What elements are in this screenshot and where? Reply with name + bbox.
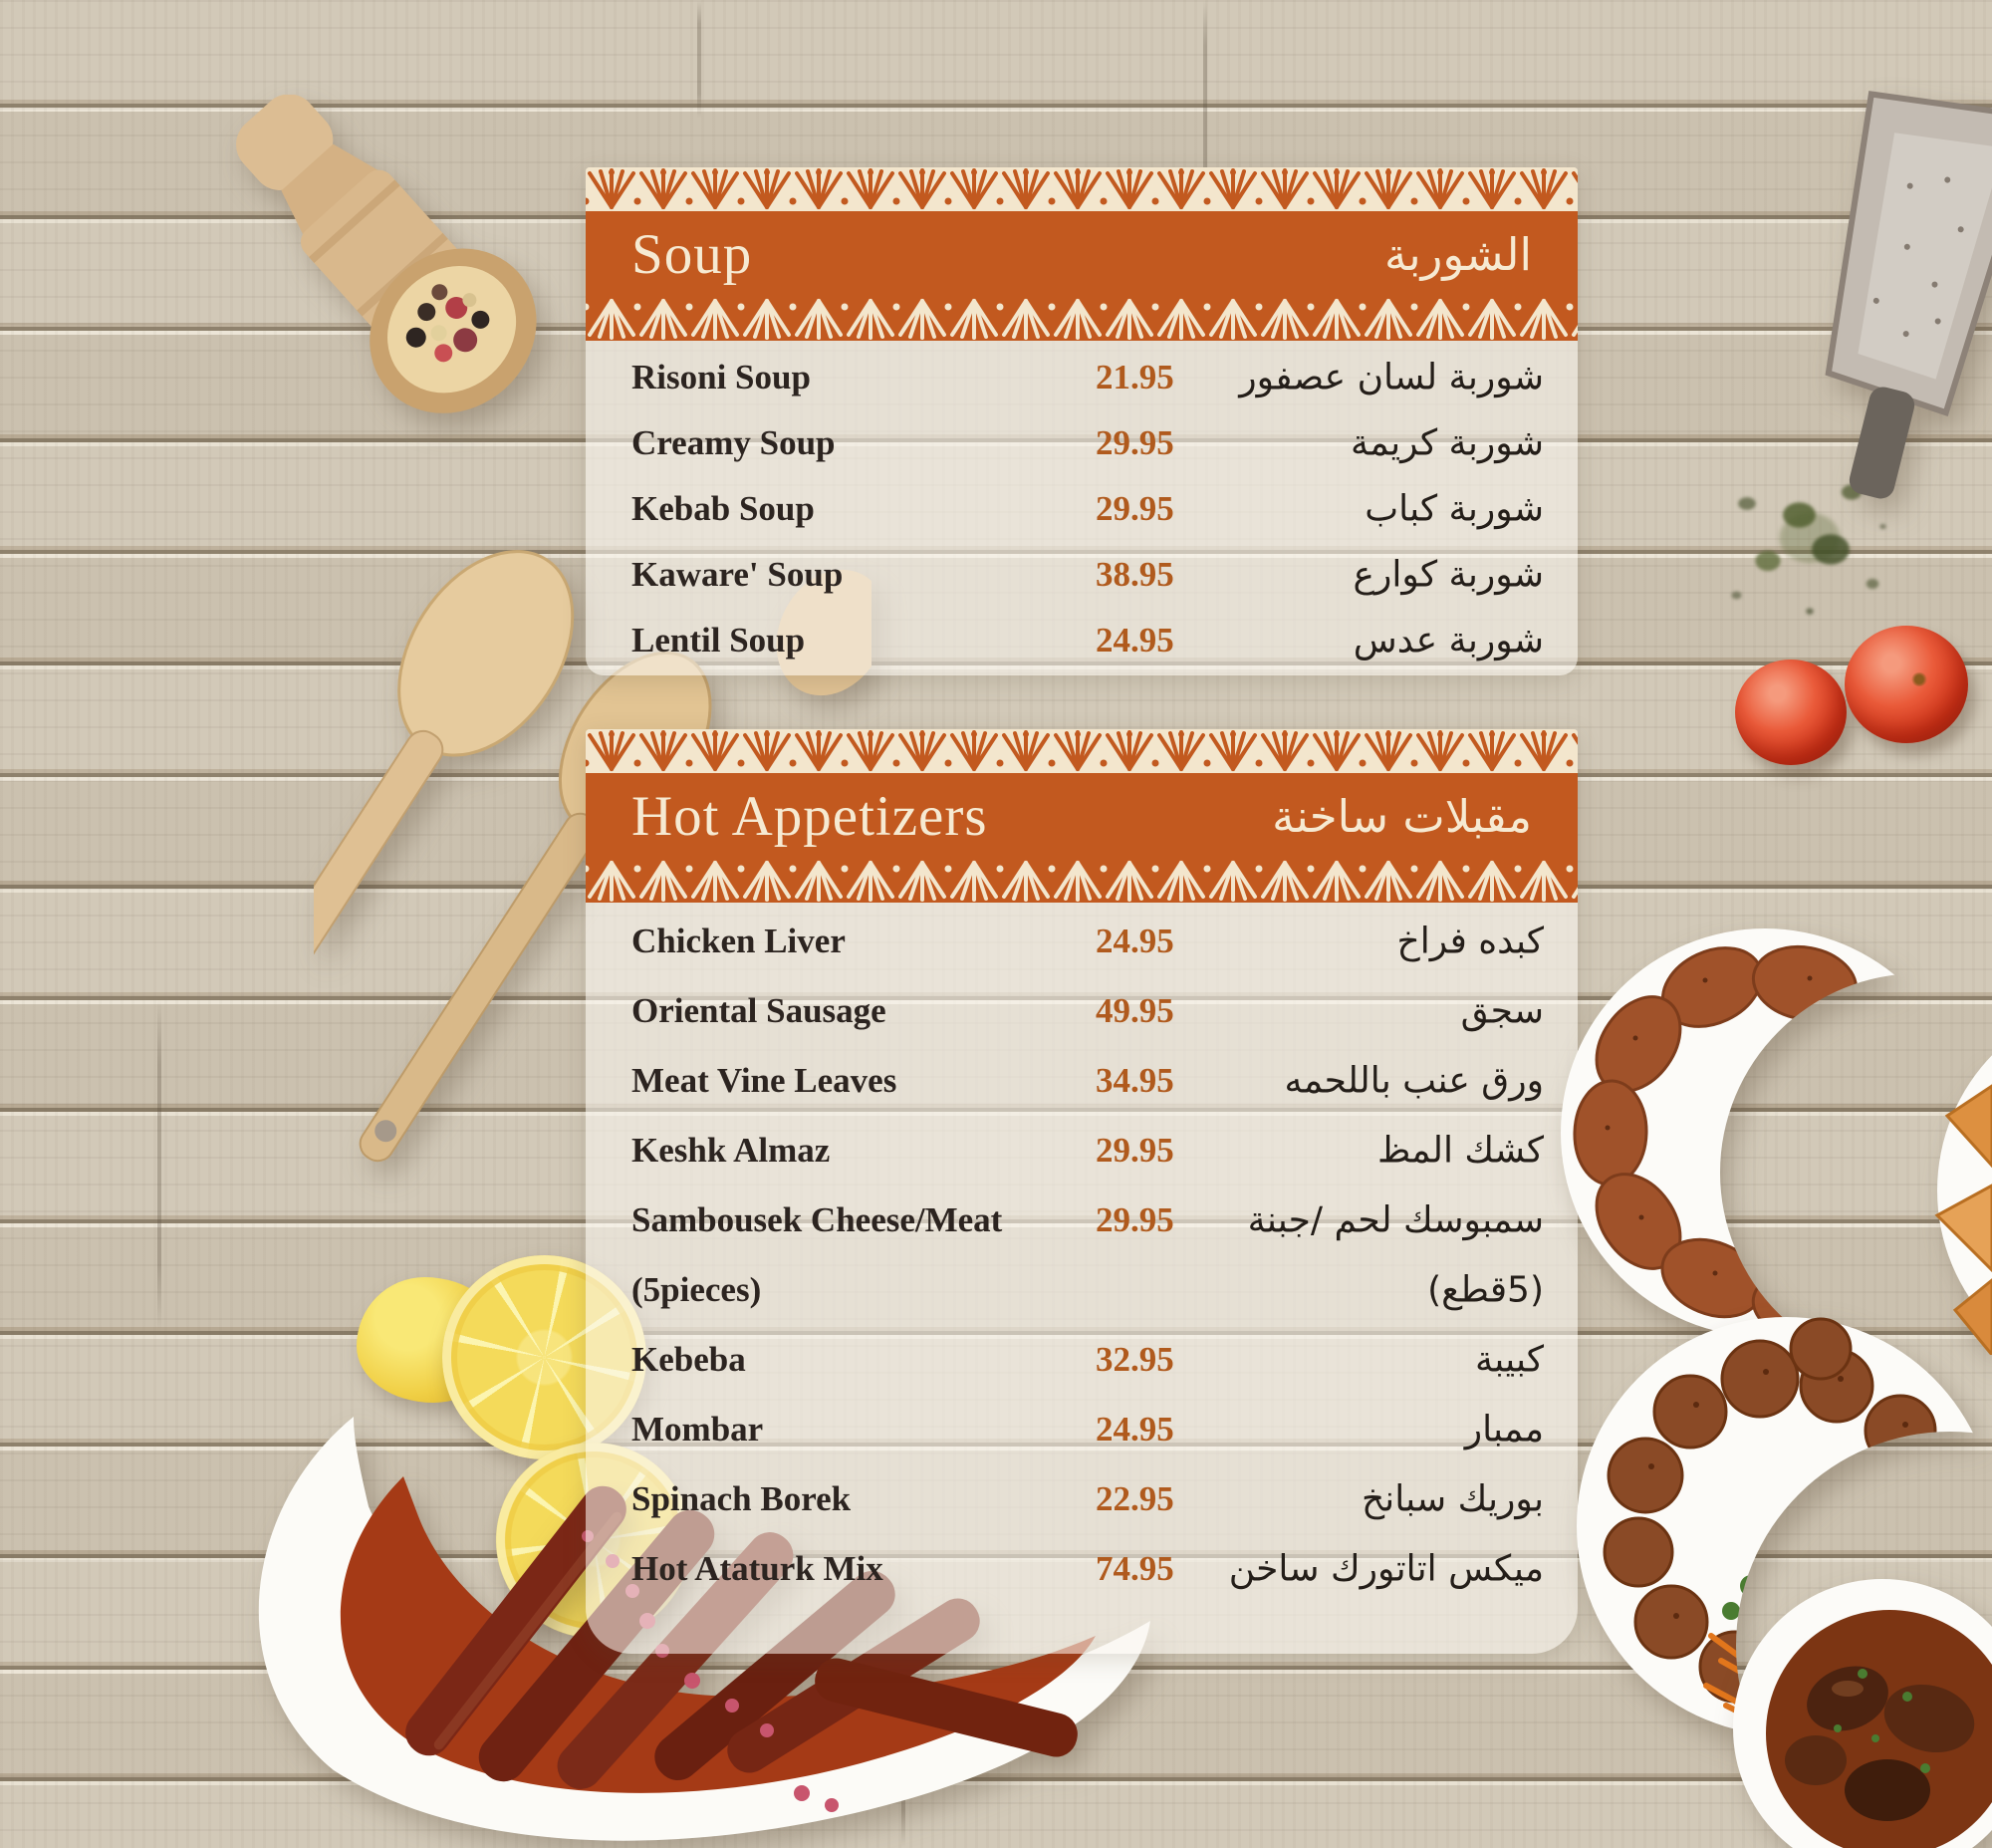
metal-grater-icon <box>1825 91 1992 499</box>
menu-item-row: Chicken Liver 24.95 كبده فراخ <box>586 907 1578 976</box>
menu-item-row: Hot Ataturk Mix 74.95 ميكس اتاتورك ساخن <box>586 1534 1578 1604</box>
item-price: 74.95 <box>1096 1549 1174 1588</box>
item-name-ar: كبده فراخ <box>1396 921 1544 962</box>
menu-item-row: Risoni Soup 21.95 شوربة لسان عصفور <box>586 345 1578 410</box>
lace-border-icon <box>586 297 1578 341</box>
menu-item-row: Kebab Soup 29.95 شوربة كباب <box>586 476 1578 542</box>
item-price: 29.95 <box>1096 489 1174 528</box>
item-name-ar: شوربة كريمة <box>1350 422 1544 464</box>
item-price: 49.95 <box>1096 991 1174 1030</box>
item-name-en: Hot Ataturk Mix <box>631 1549 883 1588</box>
tomato-icon <box>1845 626 1968 743</box>
lace-border-icon <box>586 729 1578 773</box>
item-price: 24.95 <box>1096 621 1174 660</box>
item-name-ar: (5قطع) <box>1427 1269 1544 1311</box>
item-name-en: Chicken Liver <box>631 922 846 960</box>
item-name-ar: كشك المظ <box>1377 1130 1544 1172</box>
item-price: 21.95 <box>1096 358 1174 396</box>
menu-section-hot-appetizers: Hot Appetizers مقبلات ساخنة <box>586 729 1578 1654</box>
item-price: 29.95 <box>1096 1131 1174 1170</box>
item-name-en: Creamy Soup <box>631 423 836 462</box>
menu-item-row: Kebeba 32.95 كبيبة <box>586 1325 1578 1395</box>
item-name-ar: ورق عنب باللحمه <box>1284 1060 1544 1102</box>
tomato-icon <box>1735 660 1847 765</box>
item-name-en: Lentil Soup <box>631 621 806 660</box>
item-name-en: Kebab Soup <box>631 489 815 528</box>
tomato-stem <box>1910 672 1927 687</box>
item-name-en: (5pieces) <box>631 1270 762 1309</box>
menu-item-row: Oriental Sausage 49.95 سجق <box>586 976 1578 1046</box>
menu-item-row: Spinach Borek 22.95 بوريك سبانخ <box>586 1464 1578 1534</box>
item-price: 24.95 <box>1096 922 1174 960</box>
item-name-en: Mombar <box>631 1410 764 1449</box>
menu-item-row: Meat Vine Leaves 34.95 ورق عنب باللحمه <box>586 1046 1578 1116</box>
item-price: 32.95 <box>1096 1340 1174 1379</box>
menu-item-row: Keshk Almaz 29.95 كشك المظ <box>586 1116 1578 1186</box>
wooden-scoop-icon <box>236 95 537 413</box>
section-title-en: Hot Appetizers <box>631 784 988 848</box>
item-price: 34.95 <box>1096 1061 1174 1100</box>
section-title-en: Soup <box>631 222 753 286</box>
menu-item-row: Lentil Soup 24.95 شوربة عدس <box>586 608 1578 673</box>
meat-stew-bowl-icon <box>1733 1579 1992 1848</box>
section-title-bar: Soup الشوربة <box>586 211 1578 297</box>
menu-item-row: Creamy Soup 29.95 شوربة كريمة <box>586 410 1578 476</box>
section-header: Hot Appetizers مقبلات ساخنة <box>586 729 1578 903</box>
item-price: 24.95 <box>1096 1410 1174 1449</box>
menu-item-row: Sambousek Cheese/Meat 29.95 سمبوسك لحم /جب… <box>586 1186 1578 1255</box>
item-name-en: Spinach Borek <box>631 1479 852 1518</box>
item-name-en: Kaware' Soup <box>631 555 844 594</box>
menu-items-soup: Risoni Soup 21.95 شوربة لسان عصفور Creamy S… <box>586 341 1578 673</box>
item-price: 29.95 <box>1096 1200 1174 1239</box>
item-price: 22.95 <box>1096 1479 1174 1518</box>
item-name-ar: كبيبة <box>1474 1339 1544 1381</box>
item-name-ar: شوربة كوارع <box>1353 554 1544 596</box>
item-name-ar: ممبار <box>1464 1409 1544 1451</box>
section-title-ar: الشوربة <box>1384 227 1532 281</box>
item-name-ar: ميكس اتاتورك ساخن <box>1228 1548 1544 1590</box>
item-price: 29.95 <box>1096 423 1174 462</box>
wood-seam <box>697 0 701 118</box>
item-name-en: Risoni Soup <box>631 358 811 396</box>
menu-item-row: (5pieces) (5قطع) <box>586 1255 1578 1325</box>
lace-border-icon <box>586 859 1578 903</box>
item-name-ar: بوريك سبانخ <box>1361 1478 1544 1520</box>
item-name-ar: شوربة لسان عصفور <box>1239 357 1544 398</box>
item-name-en: Oriental Sausage <box>631 991 886 1030</box>
kibbeh-plate-icon <box>1561 928 1969 1341</box>
item-name-ar: سمبوسك لحم /جبنة <box>1247 1199 1544 1241</box>
section-header: Soup الشوربة <box>586 167 1578 341</box>
menu-section-soup: Soup الشوربة Ris <box>586 167 1578 675</box>
item-name-en: Sambousek Cheese/Meat <box>631 1200 1003 1239</box>
item-name-ar: سجق <box>1460 990 1544 1032</box>
section-title-bar: Hot Appetizers مقبلات ساخنة <box>586 773 1578 859</box>
item-price: 38.95 <box>1096 555 1174 594</box>
lace-border-icon <box>586 167 1578 211</box>
item-name-ar: شوربة عدس <box>1353 620 1544 661</box>
menu-items-hot-appetizers: Chicken Liver 24.95 كبده فراخ Oriental Saus… <box>586 903 1578 1604</box>
item-name-en: Keshk Almaz <box>631 1131 831 1170</box>
section-title-ar: مقبلات ساخنة <box>1272 789 1532 843</box>
item-name-en: Meat Vine Leaves <box>631 1061 897 1100</box>
wood-seam <box>157 998 161 1332</box>
menu-item-row: Kaware' Soup 38.95 شوربة كوارع <box>586 542 1578 608</box>
wood-seam <box>1203 0 1207 229</box>
menu-item-row: Mombar 24.95 ممبار <box>586 1395 1578 1464</box>
sambousek-plate-icon <box>1934 1055 1992 1355</box>
item-name-en: Kebeba <box>631 1340 746 1379</box>
item-name-ar: شوربة كباب <box>1365 488 1544 530</box>
